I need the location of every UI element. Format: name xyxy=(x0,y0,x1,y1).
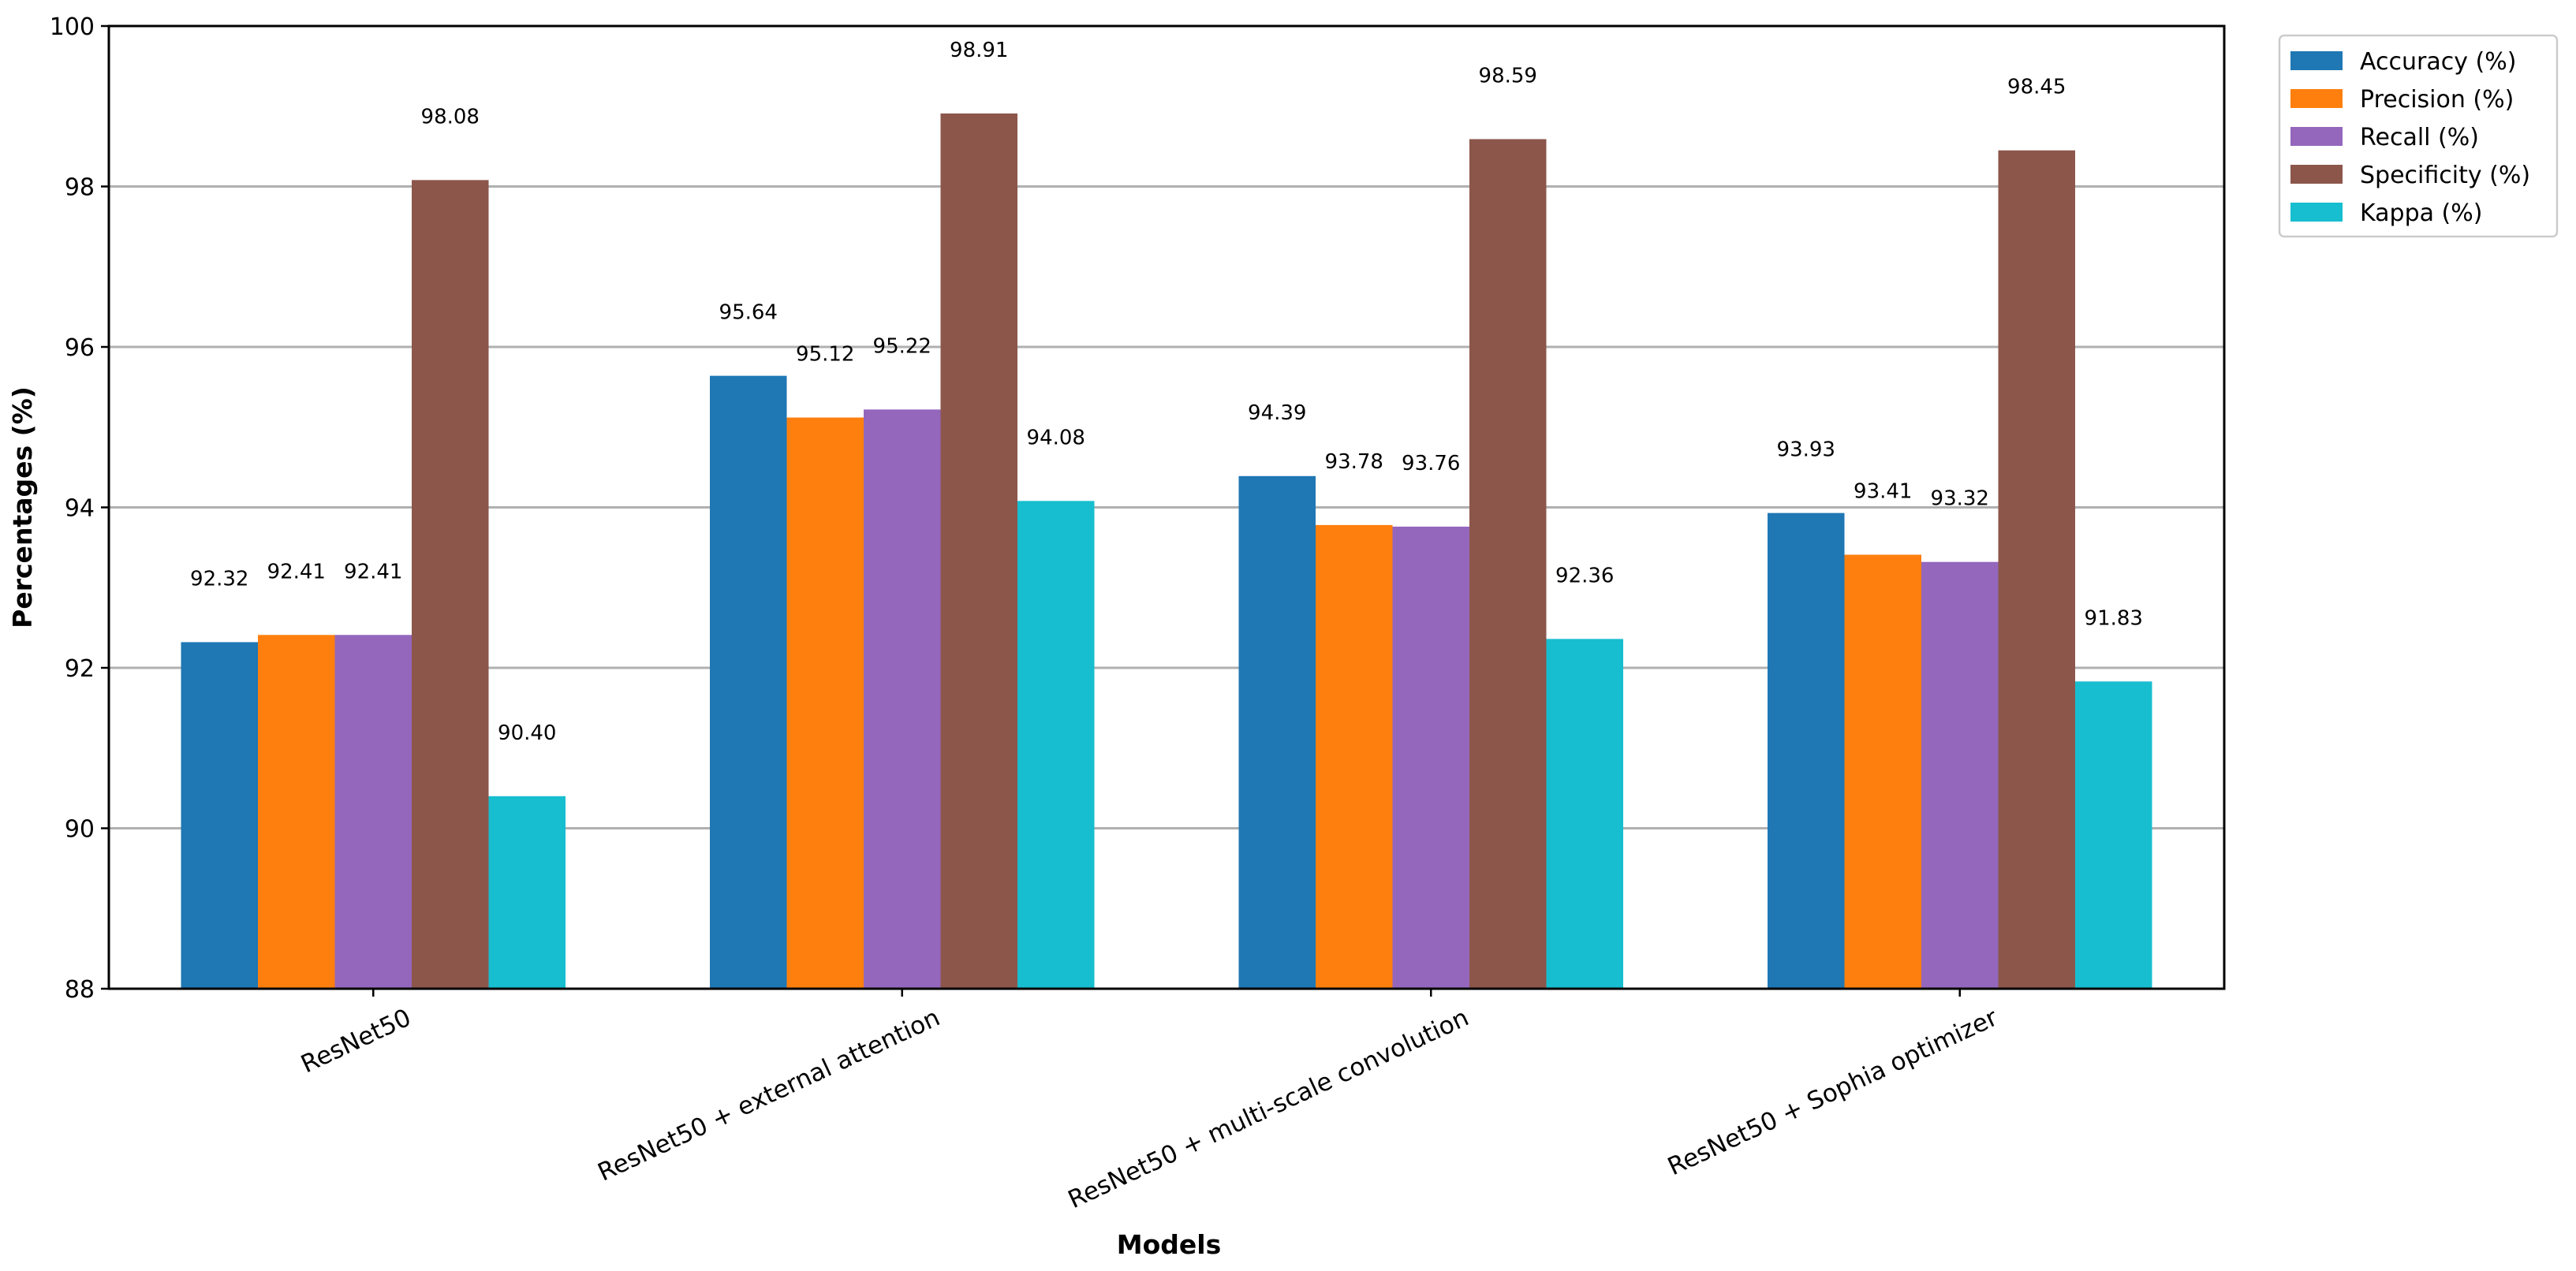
data-label: 98.91 xyxy=(950,39,1008,62)
data-label: 93.76 xyxy=(1402,452,1460,475)
x-tick-label: ResNet50 + multi-scale convolution xyxy=(1064,1004,1473,1214)
y-tick-label: 90 xyxy=(65,816,95,844)
data-label: 93.78 xyxy=(1325,450,1383,474)
bar xyxy=(412,180,489,990)
data-labels: 92.32 92.41 92.41 98.08 90.40 95.64 95.12 95.22… xyxy=(190,39,2143,745)
data-label: 98.08 xyxy=(421,105,480,129)
legend-label: Specificity (%) xyxy=(2360,162,2530,189)
legend-swatch xyxy=(2290,127,2343,146)
bar xyxy=(1316,524,1393,989)
bar xyxy=(1546,639,1623,989)
bar xyxy=(181,642,258,989)
bar xyxy=(334,635,412,989)
bar xyxy=(1921,561,1999,989)
y-tick-label: 94 xyxy=(65,495,95,523)
bar xyxy=(710,375,787,989)
legend-label: Precision (%) xyxy=(2360,86,2514,114)
data-label: 95.64 xyxy=(719,301,778,325)
x-tick-label: ResNet50 + external attention xyxy=(594,1004,945,1187)
bar xyxy=(1392,526,1469,989)
bar xyxy=(1998,150,2075,989)
y-tick-label: 88 xyxy=(65,976,95,1004)
bars xyxy=(181,113,2152,990)
y-tick-label: 96 xyxy=(65,334,95,362)
legend-swatch xyxy=(2290,203,2343,222)
data-label: 98.59 xyxy=(1479,64,1537,88)
data-label: 94.39 xyxy=(1248,401,1306,425)
y-tick-label: 92 xyxy=(65,655,95,683)
legend-label: Kappa (%) xyxy=(2360,199,2482,227)
bar xyxy=(940,113,1017,990)
data-label: 92.41 xyxy=(267,560,326,583)
x-axis-title: Models xyxy=(1117,1229,1221,1260)
legend-frame xyxy=(2278,34,2559,238)
data-label: 98.45 xyxy=(2007,76,2066,99)
data-label: 93.93 xyxy=(1777,438,1835,462)
data-label: 92.32 xyxy=(190,567,248,591)
bar xyxy=(488,796,566,989)
data-label: 91.83 xyxy=(2085,606,2143,630)
bar xyxy=(1469,139,1547,989)
x-tick-label: ResNet50 xyxy=(297,1004,415,1079)
bar xyxy=(1768,512,1845,989)
data-label: 93.32 xyxy=(1931,487,1989,511)
legend-label: Recall (%) xyxy=(2360,124,2479,151)
data-label: 90.40 xyxy=(498,721,556,745)
bar xyxy=(2075,681,2152,989)
data-label: 92.41 xyxy=(344,560,402,583)
bar xyxy=(864,409,941,989)
y-axis-title: Percentages (%) xyxy=(7,386,38,628)
bar xyxy=(1844,554,1921,989)
bar xyxy=(1238,475,1316,989)
data-label: 93.41 xyxy=(1854,480,1912,504)
legend: Accuracy (%) Precision (%) Recall (%) Speci… xyxy=(2278,34,2559,238)
bar xyxy=(786,417,864,989)
bar xyxy=(258,635,335,989)
bar xyxy=(1017,501,1095,989)
data-label: 92.36 xyxy=(1555,564,1614,587)
x-tick-label: ResNet50 + Sophia optimizer xyxy=(1663,1004,2002,1182)
data-label: 95.22 xyxy=(873,334,931,358)
legend-label: Accuracy (%) xyxy=(2360,48,2516,76)
legend-swatch xyxy=(2290,165,2343,184)
y-tick-label: 100 xyxy=(50,13,95,41)
y-tick-label: 98 xyxy=(65,174,95,202)
data-label: 94.08 xyxy=(1027,426,1085,449)
legend-swatch xyxy=(2290,89,2343,108)
legend-swatch xyxy=(2290,51,2343,70)
data-label: 95.12 xyxy=(796,343,854,367)
